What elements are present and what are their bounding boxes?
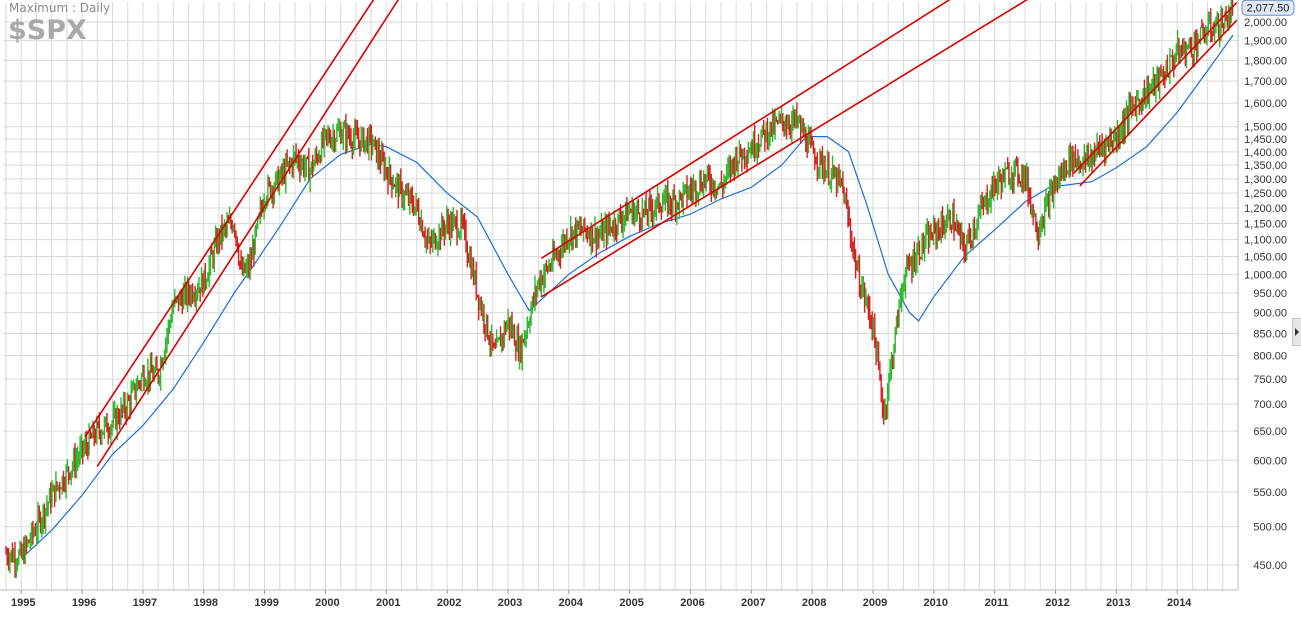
x-tick-label: 2014 [1167,597,1192,609]
y-tick-label: 850.00 [1253,329,1287,341]
y-tick-label: 1,800.00 [1244,55,1287,67]
y-tick-label: 700.00 [1253,399,1287,411]
x-axis: 1995 1996 1997 1998 1999 2000 2001 2002 2003 2004… [11,590,1192,609]
y-tick-label: 1,600.00 [1244,98,1287,110]
x-tick-label: 2006 [680,597,704,609]
y-tick-label: 1,900.00 [1244,36,1287,48]
y-tick-label: 2,000.00 [1244,17,1287,29]
x-tick-label: 2009 [863,597,887,609]
y-tick-label: 950.00 [1253,288,1287,300]
trend-channel-line [96,0,400,467]
last-price-badge [1241,0,1295,16]
y-tick-label: 1,000.00 [1244,269,1287,281]
x-tick-label: 1997 [133,597,157,609]
trend-channel-line [540,0,1029,298]
last-price-label: 2,077.50 [1247,3,1290,15]
x-tick-label: 2010 [924,597,948,609]
trend-channel-layer [84,0,1238,467]
y-tick-label: 1,500.00 [1244,122,1287,134]
trend-channel-line [84,0,375,438]
period-label: Maximum : Daily [9,1,111,15]
x-tick-label: 1999 [254,597,278,609]
y-tick-label: 1,700.00 [1244,76,1287,88]
symbol-label: $SPX [8,15,87,46]
trend-channel-line [1079,19,1238,187]
x-tick-label: 1998 [194,597,218,609]
x-tick-label: 2013 [1106,597,1130,609]
y-tick-label: 1,350.00 [1244,160,1287,172]
x-tick-label: 2007 [741,597,765,609]
y-tick-label: 500.00 [1253,522,1287,534]
x-tick-label: 2008 [802,597,826,609]
x-tick-label: 2000 [315,597,339,609]
y-tick-label: 900.00 [1253,308,1287,320]
y-tick-label: 1,200.00 [1244,203,1287,215]
y-axis: 450.00 500.00 550.00 600.00 650.00 700.00 750.… [1244,17,1287,572]
x-tick-label: 2012 [1045,597,1069,609]
y-tick-label: 750.00 [1253,374,1287,386]
x-tick-label: 2003 [498,597,522,609]
x-tick-label: 2002 [437,597,461,609]
y-tick-label: 1,050.00 [1244,252,1287,264]
x-tick-label: 2011 [985,597,1009,609]
y-tick-label: 1,450.00 [1244,134,1287,146]
last-price-badge-layer: 2,077.50 [1241,0,1295,16]
y-tick-label: 800.00 [1253,351,1287,363]
trend-channel-line [540,0,951,259]
x-tick-label: 1995 [11,597,35,609]
y-tick-label: 650.00 [1253,426,1287,438]
y-tick-label: 1,100.00 [1244,235,1287,247]
price-bars-layer [5,0,1234,578]
x-tick-label: 2005 [619,597,643,609]
y-tick-label: 450.00 [1253,560,1287,572]
scroll-right-handle[interactable] [1292,318,1301,346]
trend-channel-line [1073,1,1238,174]
y-tick-label: 550.00 [1253,487,1287,499]
y-tick-label: 1,400.00 [1244,147,1287,159]
x-tick-label: 2001 [376,597,400,609]
y-tick-label: 1,250.00 [1244,188,1287,200]
y-tick-label: 1,300.00 [1244,174,1287,186]
x-tick-label: 1996 [72,597,96,609]
y-tick-label: 600.00 [1253,455,1287,467]
y-tick-label: 1,150.00 [1244,218,1287,230]
x-tick-label: 2004 [559,597,584,609]
